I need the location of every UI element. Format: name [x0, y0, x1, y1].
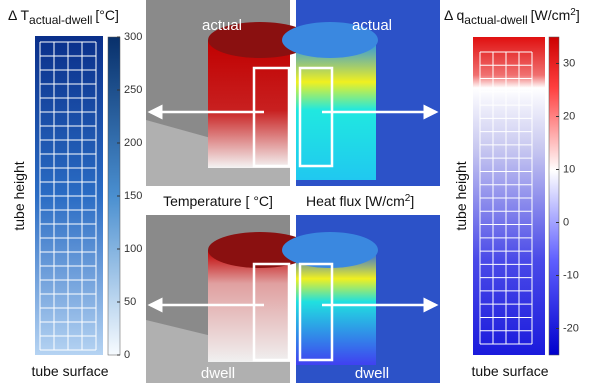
- image-caption: Heat flux [W/cm2]: [306, 193, 414, 209]
- colorbar-tick-label: 250: [124, 84, 142, 96]
- colorbar-tick-label: 30: [563, 57, 575, 69]
- overlay-label: actual: [202, 17, 242, 34]
- colorbar-tick-label: -20: [563, 322, 579, 334]
- caption-part: ]: [410, 193, 414, 209]
- colorbar-tick-label: 200: [124, 137, 142, 149]
- colorbar-tick-label: 50: [124, 296, 136, 308]
- title-part: ]: [576, 7, 580, 23]
- title-sub: actual-dwell: [29, 13, 92, 27]
- colorbar-tick-label: 300: [124, 31, 142, 43]
- figure: actual actual dwell dwell Temperature [ …: [0, 0, 590, 385]
- overlay-label: actual: [352, 17, 392, 34]
- title-part: [°C]: [95, 7, 119, 23]
- colorbar-tick-label: 0: [563, 216, 569, 228]
- panel-title: Δ Tactual-dwell[°C]: [8, 7, 119, 27]
- render-images: [146, 0, 440, 383]
- panel-title: Δ qactual-dwell[W/cm2]: [444, 7, 580, 27]
- overlay-label: dwell: [355, 365, 389, 382]
- y-axis-label: tube height: [453, 161, 469, 230]
- colorbar-tick-label: -10: [563, 269, 579, 281]
- y-axis-label: tube height: [11, 161, 27, 230]
- caption-part: Heat flux [W/cm: [306, 193, 405, 209]
- x-axis-label: tube surface: [471, 363, 548, 379]
- colorbar-tick-label: 150: [124, 190, 142, 202]
- overlay-label: dwell: [201, 365, 235, 382]
- colorbar: [549, 37, 559, 355]
- colorbar-tick-label: 100: [124, 243, 142, 255]
- image-caption: Temperature [ °C]: [163, 193, 273, 209]
- x-axis-label: tube surface: [31, 363, 108, 379]
- colorbar-tick-label: 20: [563, 110, 575, 122]
- heatmap: [473, 37, 545, 355]
- title-sub: actual-dwell: [464, 13, 527, 27]
- colorbar-tick-label: 10: [563, 163, 575, 175]
- title-part: Δ q: [444, 7, 464, 23]
- colorbar-tick-label: 0: [124, 349, 130, 361]
- title-part: [W/cm: [531, 7, 571, 23]
- title-part: Δ T: [8, 7, 29, 23]
